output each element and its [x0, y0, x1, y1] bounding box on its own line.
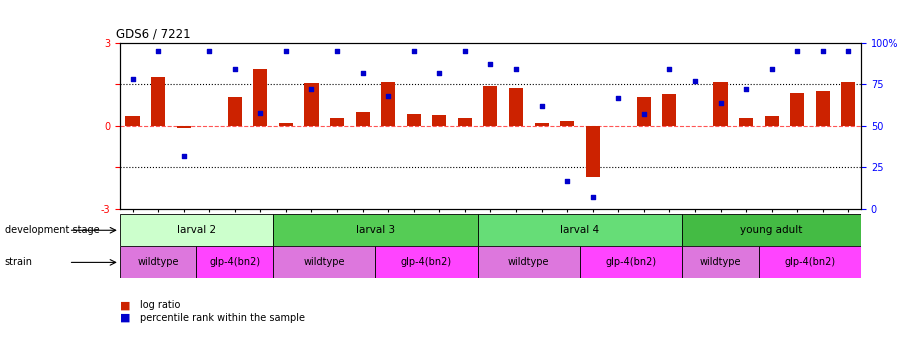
Bar — [580, 246, 682, 278]
Point — [202, 48, 216, 54]
Bar — [636, 97, 651, 126]
Bar — [305, 83, 319, 126]
Bar — [274, 246, 376, 278]
Text: glp-4(bn2): glp-4(bn2) — [605, 257, 657, 267]
Point — [458, 48, 472, 54]
Point — [586, 194, 600, 200]
Bar — [196, 246, 274, 278]
Bar — [714, 81, 728, 126]
Bar — [330, 118, 344, 126]
Bar — [274, 214, 478, 246]
Text: wildtype: wildtype — [304, 257, 345, 267]
Bar — [120, 214, 274, 246]
Text: wildtype: wildtype — [700, 257, 741, 267]
Text: ■: ■ — [120, 313, 130, 323]
Bar — [841, 81, 856, 126]
Point — [432, 70, 447, 76]
Text: log ratio: log ratio — [140, 300, 181, 310]
Bar — [120, 246, 196, 278]
Text: GDS6 / 7221: GDS6 / 7221 — [116, 27, 191, 40]
Point — [125, 76, 140, 82]
Point — [790, 48, 805, 54]
Bar — [279, 122, 293, 126]
Bar — [407, 114, 421, 126]
Bar — [764, 116, 778, 126]
Point — [380, 93, 395, 99]
Bar — [478, 214, 682, 246]
Text: wildtype: wildtype — [137, 257, 179, 267]
Bar — [790, 92, 804, 126]
Point — [841, 48, 856, 54]
Point — [764, 66, 779, 72]
Text: glp-4(bn2): glp-4(bn2) — [401, 257, 452, 267]
Bar — [253, 69, 267, 126]
Bar — [356, 112, 369, 126]
Text: development stage: development stage — [5, 225, 99, 235]
Point — [688, 78, 703, 84]
Point — [484, 61, 498, 67]
Text: glp-4(bn2): glp-4(bn2) — [785, 257, 835, 267]
Bar — [682, 214, 861, 246]
Point — [815, 48, 830, 54]
Bar — [177, 126, 191, 128]
Point — [151, 48, 166, 54]
Bar — [381, 81, 395, 126]
Bar — [560, 121, 574, 126]
Point — [534, 103, 549, 109]
Point — [636, 111, 651, 117]
Bar — [662, 94, 676, 126]
Point — [713, 100, 728, 105]
Text: young adult: young adult — [740, 225, 803, 235]
Bar — [151, 77, 165, 126]
Bar — [478, 246, 580, 278]
Bar — [534, 122, 549, 126]
Text: wildtype: wildtype — [508, 257, 550, 267]
Text: ■: ■ — [120, 300, 130, 310]
Point — [739, 86, 753, 92]
Text: strain: strain — [5, 257, 32, 267]
Point — [176, 153, 191, 159]
Point — [662, 66, 677, 72]
Bar — [227, 97, 242, 126]
Point — [304, 86, 319, 92]
Point — [611, 95, 625, 100]
Point — [560, 178, 575, 183]
Bar — [376, 246, 478, 278]
Point — [278, 48, 293, 54]
Bar — [682, 246, 759, 278]
Point — [330, 48, 344, 54]
Point — [508, 66, 523, 72]
Bar — [125, 116, 140, 126]
Text: percentile rank within the sample: percentile rank within the sample — [140, 313, 305, 323]
Point — [253, 110, 268, 115]
Text: larval 4: larval 4 — [560, 225, 600, 235]
Bar — [816, 91, 830, 126]
Bar — [586, 126, 600, 177]
Bar — [739, 118, 753, 126]
Bar — [509, 89, 523, 126]
Text: larval 3: larval 3 — [356, 225, 395, 235]
Bar — [432, 115, 447, 126]
Bar — [458, 118, 472, 126]
Bar — [484, 86, 497, 126]
Text: larval 2: larval 2 — [177, 225, 216, 235]
Bar — [759, 246, 861, 278]
Text: glp-4(bn2): glp-4(bn2) — [209, 257, 261, 267]
Point — [406, 48, 421, 54]
Point — [356, 70, 370, 76]
Point — [227, 66, 242, 72]
